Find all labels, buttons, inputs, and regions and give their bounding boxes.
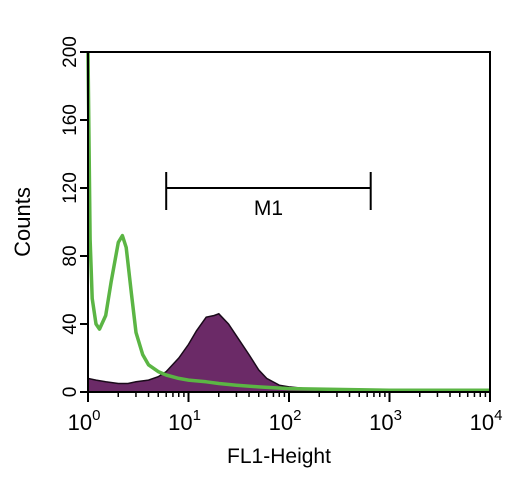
plot-frame — [87, 51, 491, 393]
y-tick-label: 40 — [60, 313, 81, 334]
x-tick-label: 103 — [369, 407, 402, 435]
m1-marker: M1 — [165, 172, 372, 220]
y-tick-label: 200 — [60, 36, 81, 68]
outline-histogram-series — [86, 51, 490, 393]
y-tick-label: 0 — [60, 387, 81, 398]
x-tick-label: 102 — [269, 407, 302, 435]
y-axis-label: Counts — [10, 187, 35, 257]
x-tick-label: 104 — [470, 407, 503, 435]
y-tick-label: 160 — [60, 104, 81, 136]
y-tick-label: 120 — [60, 172, 81, 204]
x-axis-label: FL1-Height — [227, 445, 331, 468]
m1-label: M1 — [254, 197, 283, 220]
y-tick-label: 80 — [60, 245, 81, 266]
x-tick-label: 101 — [168, 407, 201, 435]
filled-histogram-series — [87, 312, 491, 393]
x-tick-label: 100 — [68, 407, 101, 435]
axes: 0 40 80 120 160 200 100 101 102 103 104 — [60, 36, 502, 435]
plot-area — [86, 51, 491, 393]
